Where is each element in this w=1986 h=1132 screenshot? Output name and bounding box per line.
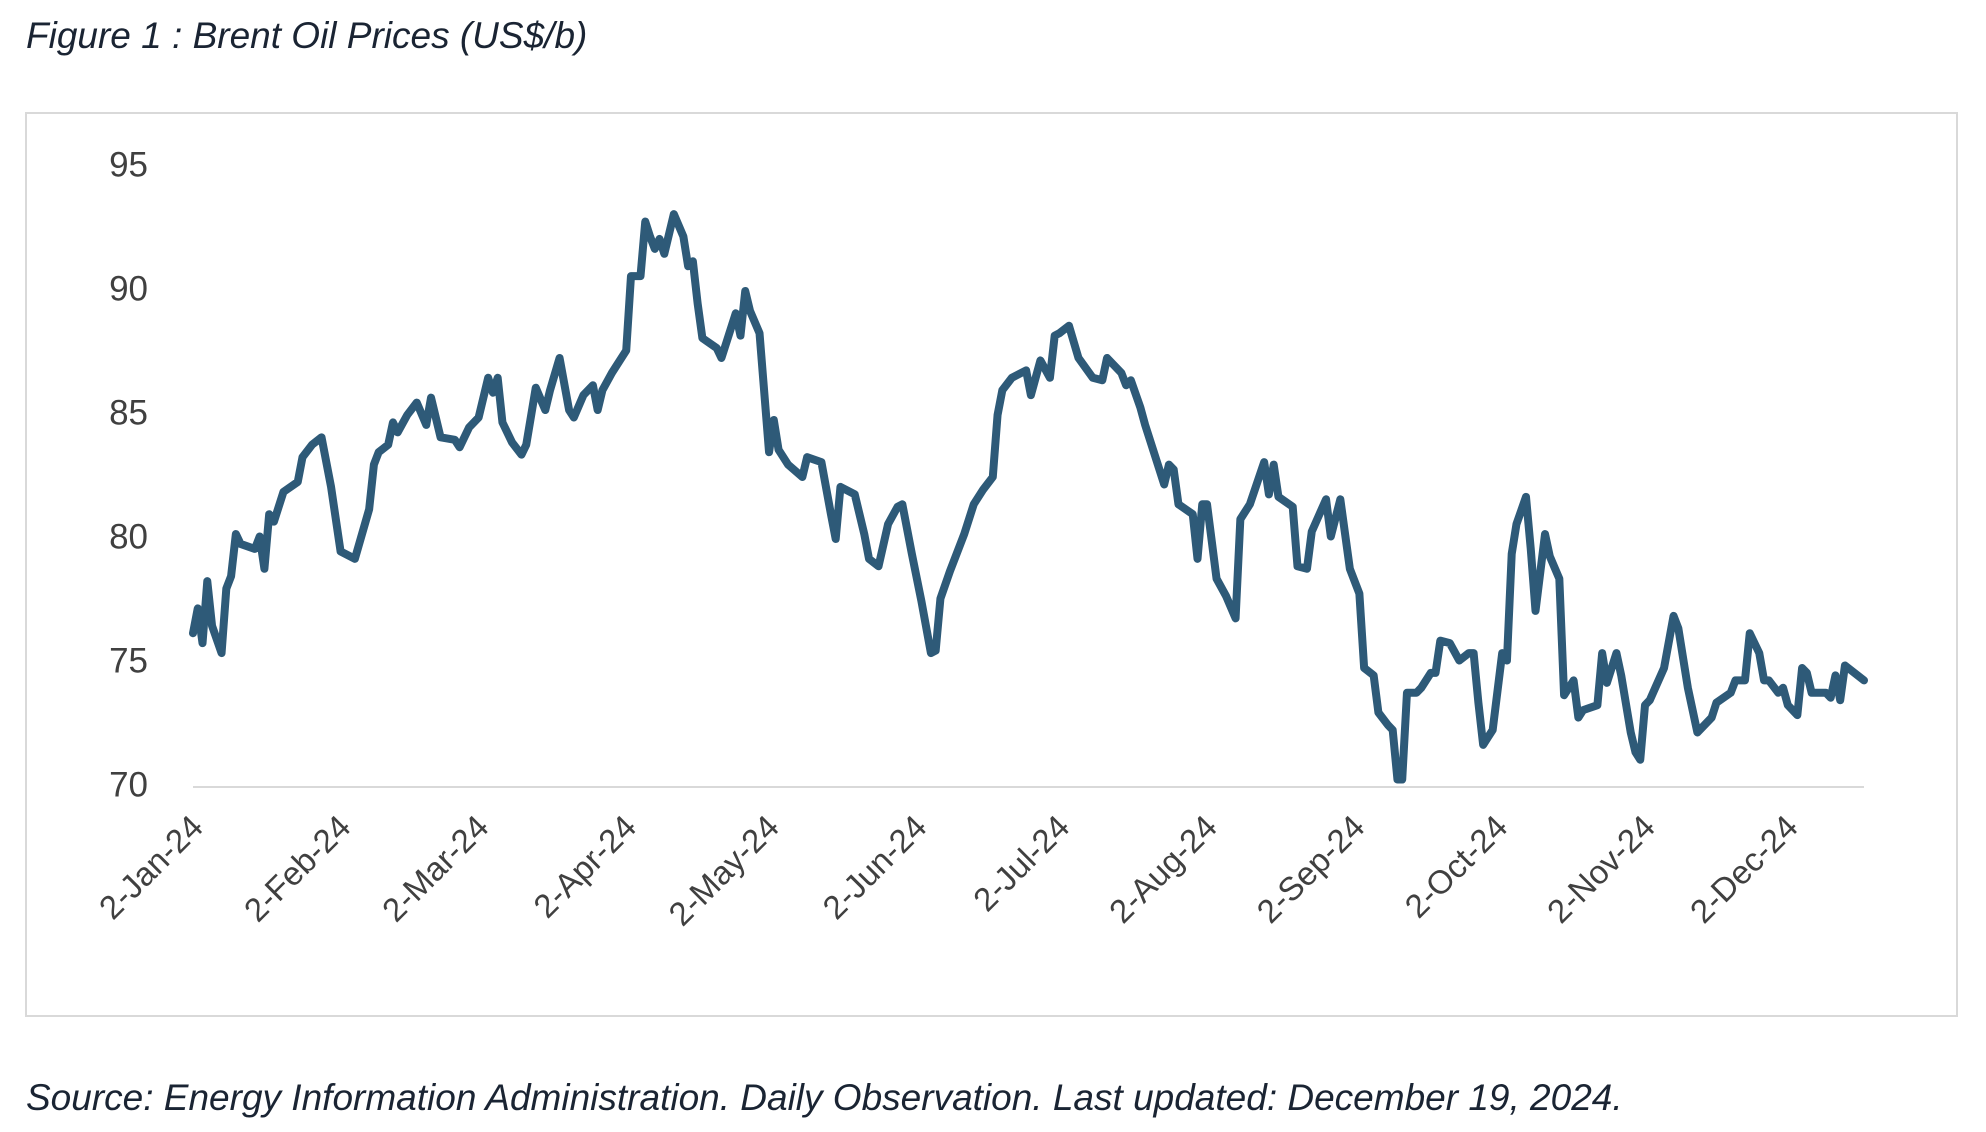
y-tick-label: 95: [109, 145, 148, 184]
y-tick-label: 85: [109, 393, 148, 432]
chart-frame: [25, 112, 1958, 1017]
x-tick-label: 2-Oct-24: [1397, 808, 1514, 925]
y-tick-label: 75: [109, 641, 148, 680]
y-tick-label: 70: [109, 765, 148, 804]
price-line: [189, 210, 1868, 784]
x-tick-label: 2-Dec-24: [1683, 808, 1805, 930]
x-tick-label: 2-May-24: [661, 808, 786, 933]
x-tick-label: 2-Jul-24: [966, 808, 1076, 918]
x-tick-label: 2-Aug-24: [1102, 808, 1224, 930]
x-tick-label: 2-Mar-24: [375, 808, 496, 929]
chart-source: Source: Energy Information Administratio…: [26, 1077, 1623, 1118]
x-tick-label: 2-Sep-24: [1249, 808, 1371, 930]
x-tick-label: 2-Feb-24: [237, 808, 358, 929]
y-tick-label: 90: [109, 269, 148, 308]
x-tick-label: 2-Apr-24: [526, 808, 643, 925]
x-tick-label: 2-Nov-24: [1540, 808, 1662, 930]
x-tick-label: 2-Jun-24: [815, 808, 933, 926]
chart-title: Figure 1 : Brent Oil Prices (US$/b): [26, 15, 587, 56]
y-tick-label: 80: [109, 517, 148, 556]
x-tick-label: 2-Jan-24: [92, 808, 210, 926]
